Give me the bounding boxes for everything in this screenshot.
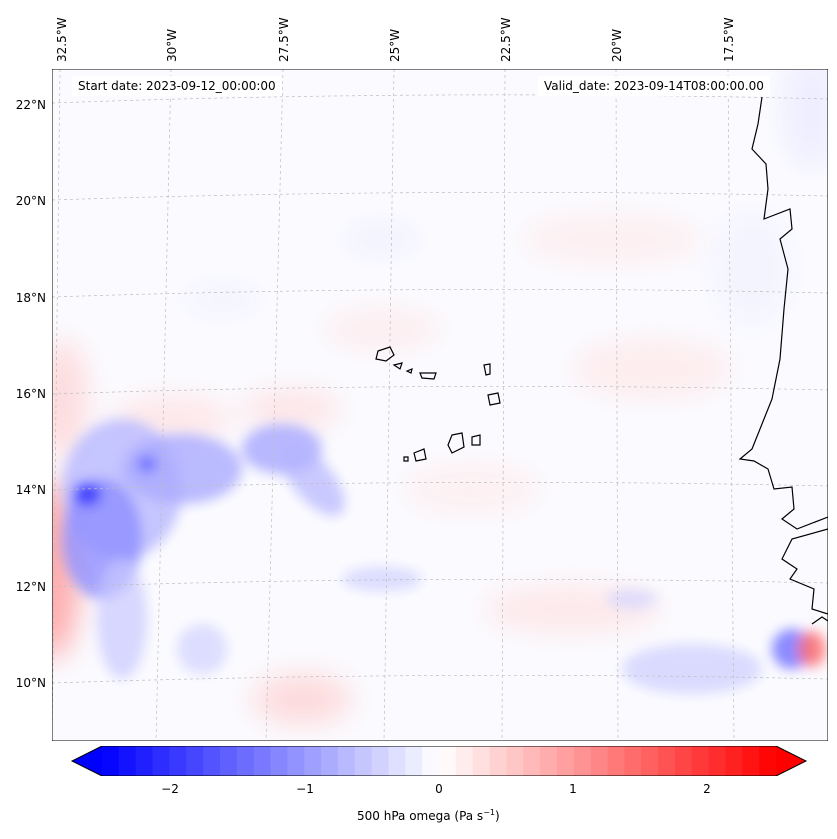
lat-label-22n: 22°N xyxy=(15,98,46,112)
colorbar-tick-neg1: −1 xyxy=(296,782,314,796)
lat-label-18n: 18°N xyxy=(15,291,46,305)
colorbar-cell xyxy=(186,746,204,776)
colorbar-cell xyxy=(725,746,743,776)
colorbar-outline xyxy=(70,746,808,776)
colorbar-cell xyxy=(624,746,642,776)
colorbar-cell xyxy=(287,746,305,776)
colorbar-cell xyxy=(118,746,137,776)
valid-date-label: Valid_date: 2023-09-14T08:00:00.00 xyxy=(538,76,770,96)
colorbar-cell xyxy=(405,746,423,776)
colorbar-cell xyxy=(152,746,170,776)
colorbar xyxy=(70,746,808,776)
colorbar-cells xyxy=(102,746,777,776)
colorbar-cell xyxy=(708,746,727,776)
colorbar-cell xyxy=(556,746,575,776)
colorbar-cell xyxy=(388,746,406,776)
colorbar-cell xyxy=(658,746,676,776)
colorbar-cell xyxy=(607,746,625,776)
colorbar-cell xyxy=(371,746,390,776)
colorbar-tick-1: 1 xyxy=(569,782,577,796)
lon-label-32-5w: 32.5°W xyxy=(55,17,69,62)
colorbar-cell xyxy=(455,746,474,776)
colorbar-tick-neg2: −2 xyxy=(161,782,179,796)
lat-label-12n: 12°N xyxy=(15,580,46,594)
colorbar-cell xyxy=(523,746,541,776)
colorbar-cell xyxy=(540,746,558,776)
colorbar-cell xyxy=(489,746,507,776)
colorbar-cell xyxy=(354,746,373,776)
colorbar-cell xyxy=(135,746,154,776)
colorbar-cell xyxy=(691,746,710,776)
colorbar-label: 500 hPa omega (Pa s−1) xyxy=(357,808,500,823)
colorbar-cell xyxy=(169,746,187,776)
island-santo-antao xyxy=(375,346,395,362)
lat-label-14n: 14°N xyxy=(15,483,46,497)
colorbar-cell xyxy=(253,746,272,776)
lon-label-30w: 30°W xyxy=(165,28,179,62)
colorbar-extend-max xyxy=(776,746,806,776)
colorbar-cell xyxy=(219,746,238,776)
colorbar-cell xyxy=(337,746,356,776)
colorbar-cell xyxy=(270,746,288,776)
start-date-label: Start date: 2023-09-12_00:00:00 xyxy=(72,76,282,96)
omega-map xyxy=(52,69,828,741)
weak-omega-field xyxy=(52,69,828,724)
colorbar-cell xyxy=(674,746,693,776)
graticule xyxy=(52,69,828,741)
colorbar-tick-2: 2 xyxy=(703,782,711,796)
colorbar-cell xyxy=(422,746,440,776)
colorbar-cell xyxy=(472,746,491,776)
lat-label-10n: 10°N xyxy=(15,676,46,690)
colorbar-tick-0: 0 xyxy=(435,782,443,796)
colorbar-cell xyxy=(742,746,760,776)
colorbar-cell xyxy=(439,746,457,776)
colorbar-cell xyxy=(641,746,659,776)
colorbar-cell xyxy=(506,746,524,776)
coastlines xyxy=(375,96,828,625)
colorbar-cell xyxy=(573,746,592,776)
lat-label-20n: 20°N xyxy=(15,194,46,208)
lon-label-25w: 25°W xyxy=(388,28,402,62)
lon-label-17-5w: 17.5°W xyxy=(722,17,736,62)
colorbar-cell xyxy=(304,746,322,776)
colorbar-cell xyxy=(236,746,255,776)
colorbar-cell xyxy=(590,746,609,776)
colorbar-cell xyxy=(203,746,221,776)
lat-label-16n: 16°N xyxy=(15,387,46,401)
colorbar-extend-min xyxy=(72,746,102,776)
colorbar-cell xyxy=(102,746,120,776)
ascent-clusters xyxy=(62,419,826,694)
lon-label-22-5w: 22.5°W xyxy=(499,17,513,62)
colorbar-cell xyxy=(759,746,777,776)
colorbar-cell xyxy=(321,746,339,776)
lon-label-27-5w: 27.5°W xyxy=(277,17,291,62)
lon-label-20w: 20°W xyxy=(610,28,624,62)
